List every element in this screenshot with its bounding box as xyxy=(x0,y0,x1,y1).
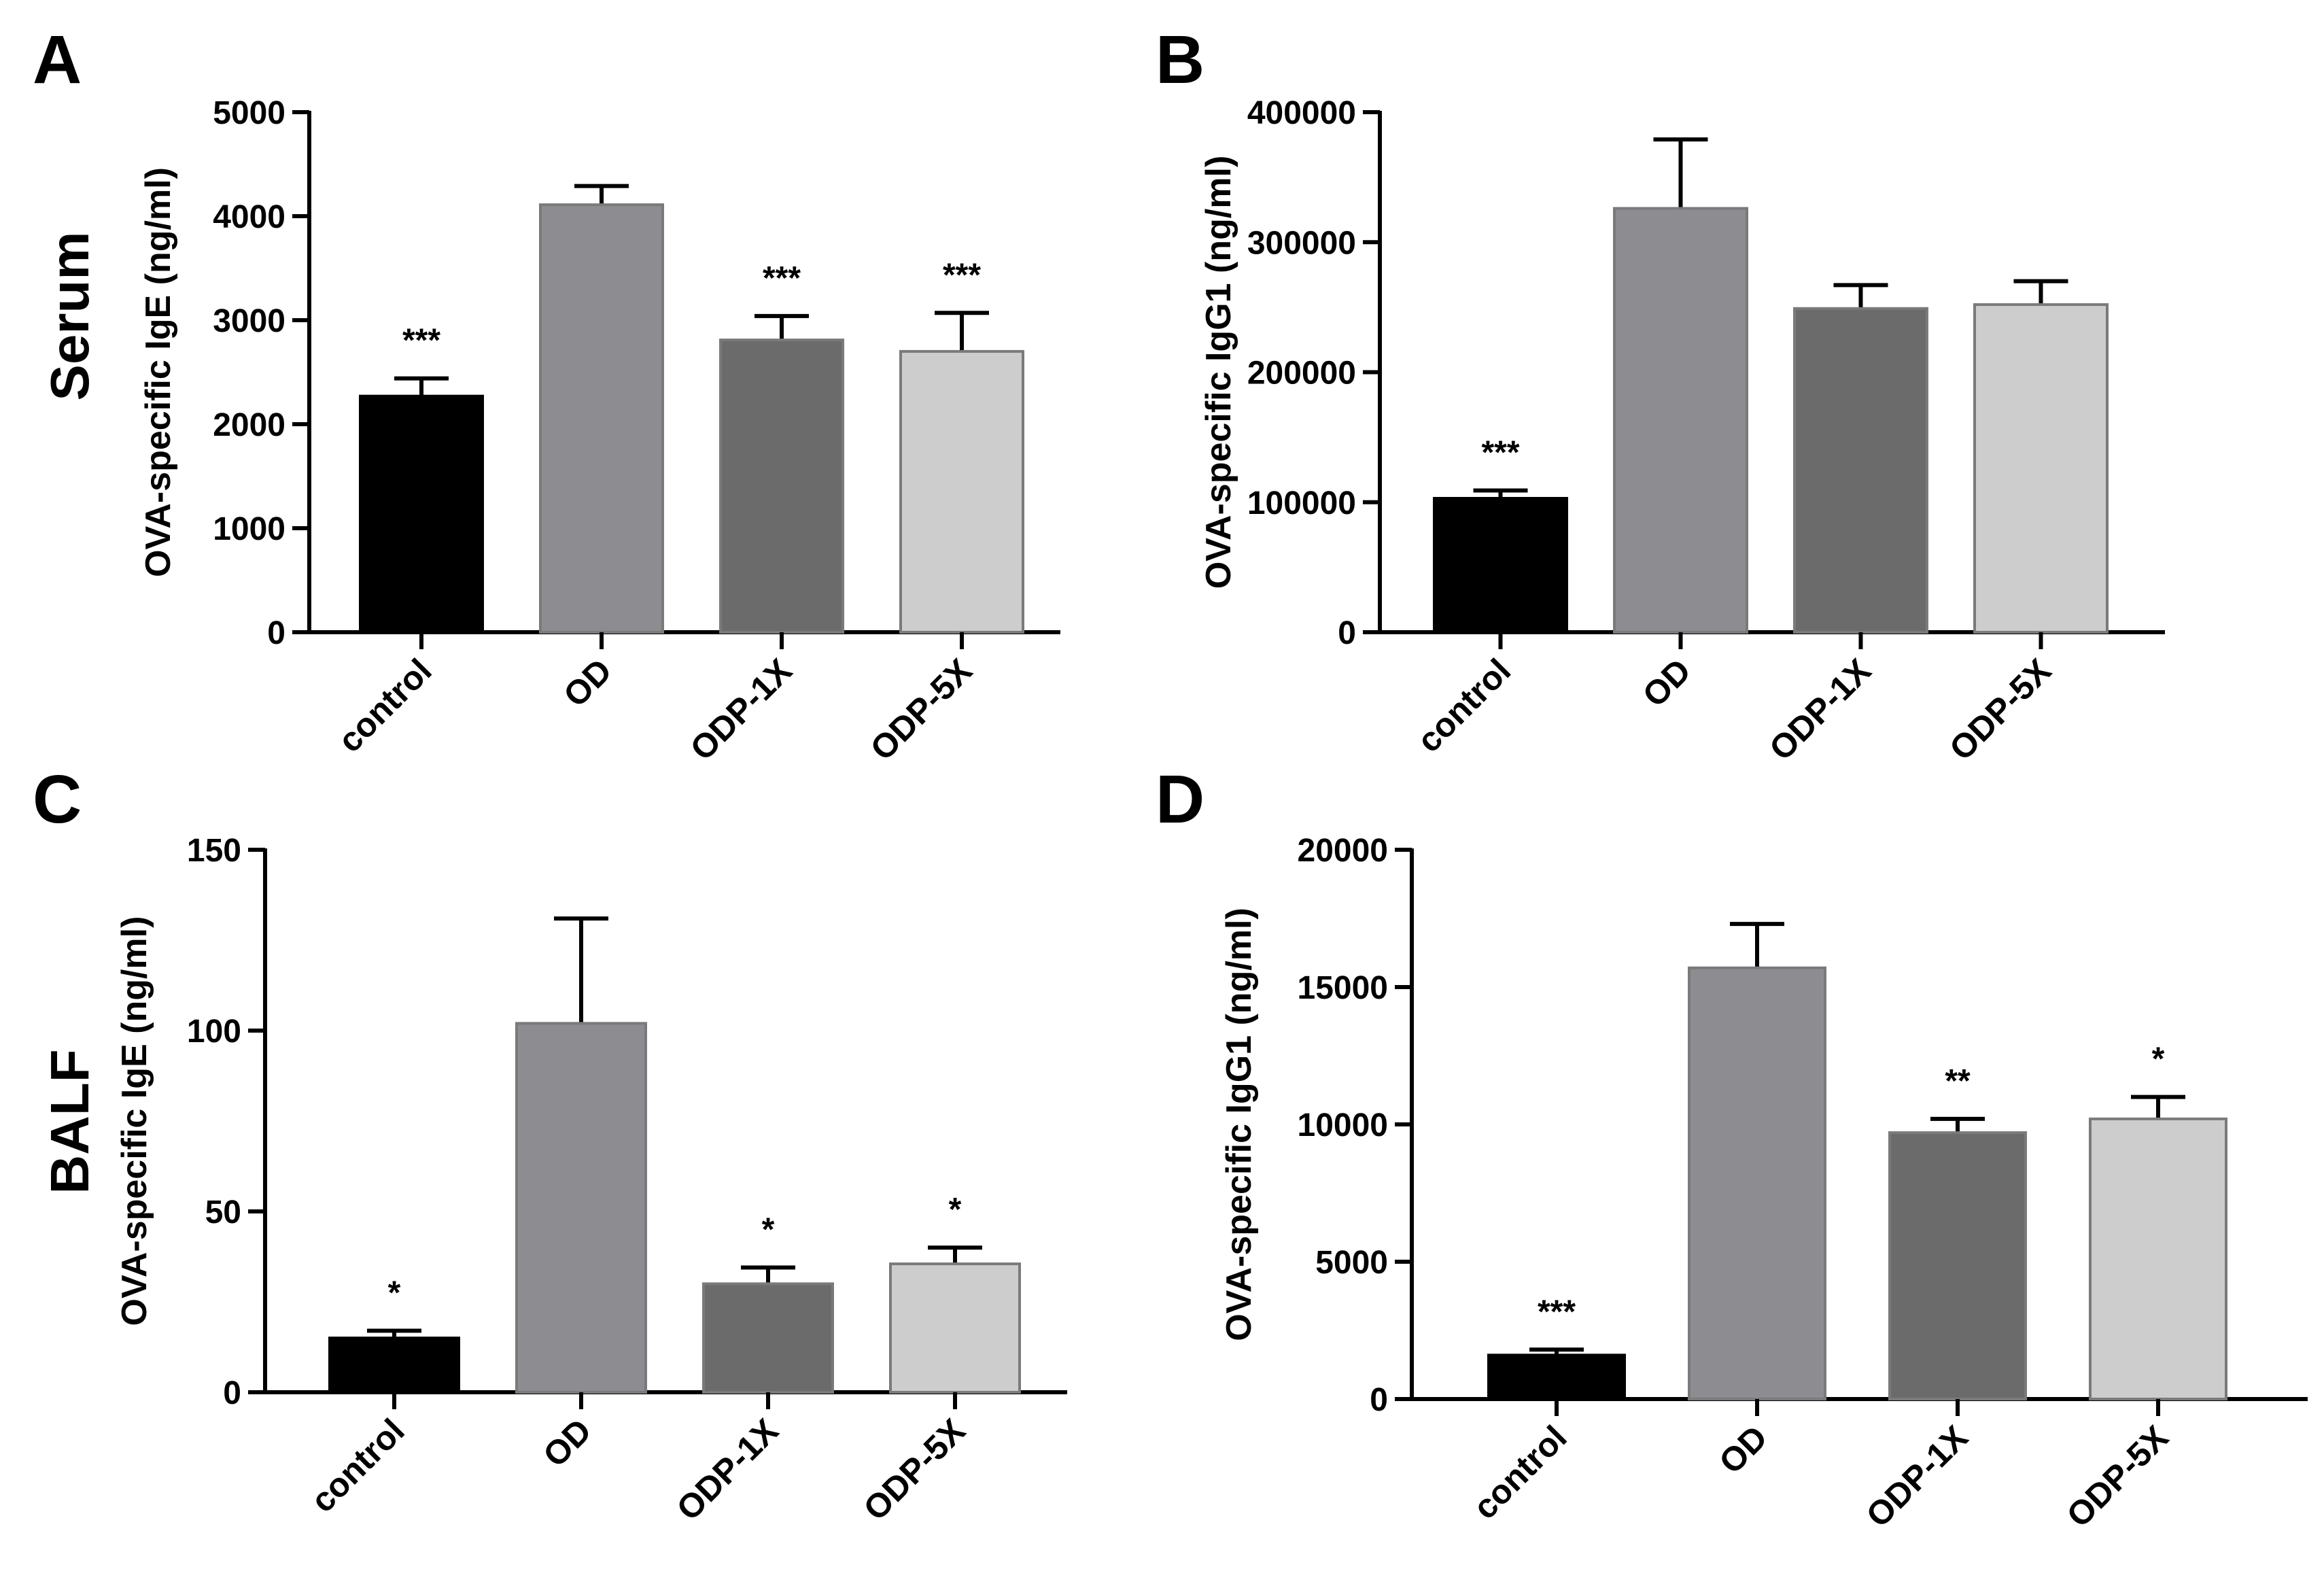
bar-b-odp-5x xyxy=(1973,303,2109,634)
category-label-a: ODP-1X xyxy=(683,651,799,768)
y-axis-title-a: OVA-specific IgE (ng/ml) xyxy=(139,167,178,577)
bar-d-control xyxy=(1487,1354,1626,1400)
significance-label-c: * xyxy=(388,1275,401,1311)
bar-d-odp-5x xyxy=(2089,1117,2227,1401)
y-tick-label-c: 100 xyxy=(187,1014,241,1050)
panel-letter-c: C xyxy=(33,761,82,838)
bar-b-control xyxy=(1433,497,1568,634)
category-label-c: ODP-5X xyxy=(856,1411,973,1528)
category-label-a: control xyxy=(330,651,438,759)
significance-label-d: ** xyxy=(1945,1063,1971,1099)
bar-d-odp-1x xyxy=(1888,1131,2027,1400)
category-label-b: OD xyxy=(1635,651,1699,714)
category-label-b: control xyxy=(1410,651,1518,759)
bar-a-control xyxy=(359,394,484,634)
significance-label-a: *** xyxy=(943,257,981,293)
significance-label-a: *** xyxy=(763,260,801,296)
bar-c-od xyxy=(515,1022,647,1394)
y-axis-title-b: OVA-specific IgG1 (ng/ml) xyxy=(1199,156,1238,589)
y-tick-label-a: 2000 xyxy=(213,407,285,443)
panel-letter-b: B xyxy=(1156,22,1204,98)
y-tick-label-a: 1000 xyxy=(213,511,285,547)
bar-b-odp-1x xyxy=(1793,307,1928,634)
y-tick-label-d: 15000 xyxy=(1298,970,1388,1006)
category-label-c: control xyxy=(303,1411,411,1519)
category-label-a: ODP-5X xyxy=(863,651,979,768)
y-tick-label-a: 4000 xyxy=(213,199,285,235)
significance-label-b: *** xyxy=(1481,435,1519,471)
category-label-b: ODP-5X xyxy=(1942,651,2058,768)
row-label-serum: Serum xyxy=(39,232,100,401)
y-tick-label-b: 400000 xyxy=(1247,95,1356,131)
bar-c-control xyxy=(328,1337,460,1394)
category-label-a: OD xyxy=(556,651,619,714)
significance-label-c: * xyxy=(949,1192,962,1228)
y-tick-label-d: 10000 xyxy=(1298,1107,1388,1143)
category-label-c: OD xyxy=(536,1411,599,1475)
significance-label-d: *** xyxy=(1538,1294,1576,1330)
y-tick-label-c: 0 xyxy=(223,1375,241,1411)
category-label-d: control xyxy=(1465,1418,1574,1526)
y-tick-label-b: 300000 xyxy=(1247,225,1356,261)
category-label-d: ODP-1X xyxy=(1859,1418,1975,1534)
y-tick-label-d: 5000 xyxy=(1315,1245,1388,1281)
category-label-d: ODP-5X xyxy=(2060,1418,2176,1534)
significance-label-d: * xyxy=(2152,1041,2165,1077)
panel-letter-d: D xyxy=(1156,761,1204,838)
bar-c-odp-1x xyxy=(702,1282,834,1394)
row-label-balf: BALF xyxy=(39,1049,100,1194)
y-tick-label-b: 100000 xyxy=(1247,485,1356,521)
bar-a-od xyxy=(539,203,664,634)
y-tick-label-a: 0 xyxy=(267,615,285,651)
y-tick-label-c: 150 xyxy=(187,833,241,869)
panel-letter-a: A xyxy=(33,22,82,98)
y-tick-label-d: 0 xyxy=(1370,1382,1388,1418)
category-label-c: ODP-1X xyxy=(670,1411,786,1528)
bar-a-odp-5x xyxy=(899,349,1024,634)
category-label-d: OD xyxy=(1712,1418,1775,1481)
significance-label-c: * xyxy=(762,1211,775,1247)
bar-d-od xyxy=(1688,966,1826,1400)
bar-a-odp-1x xyxy=(719,339,844,634)
y-tick-label-a: 3000 xyxy=(213,303,285,339)
significance-label-a: *** xyxy=(402,323,440,359)
bar-c-odp-5x xyxy=(889,1262,1021,1394)
y-tick-label-b: 200000 xyxy=(1247,356,1356,392)
y-axis-title-c: OVA-specific IgE (ng/ml) xyxy=(115,916,154,1326)
y-tick-label-a: 5000 xyxy=(213,95,285,131)
bar-b-od xyxy=(1613,207,1748,634)
y-tick-label-d: 20000 xyxy=(1298,833,1388,869)
category-label-b: ODP-1X xyxy=(1762,651,1878,768)
y-tick-label-b: 0 xyxy=(1338,615,1356,651)
y-tick-label-c: 50 xyxy=(205,1194,241,1230)
y-axis-title-d: OVA-specific IgG1 (ng/ml) xyxy=(1219,908,1259,1341)
